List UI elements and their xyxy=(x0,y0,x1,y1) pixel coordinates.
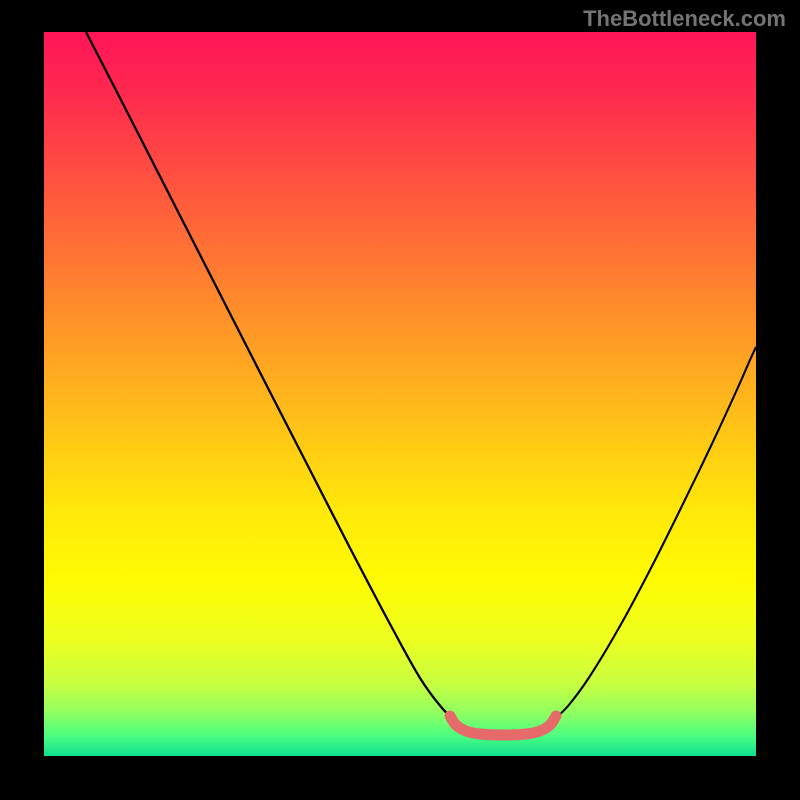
chart-container: TheBottleneck.com xyxy=(0,0,800,800)
bottleneck-chart xyxy=(0,0,800,800)
watermark-text: TheBottleneck.com xyxy=(583,6,786,32)
plot-background xyxy=(44,32,756,756)
